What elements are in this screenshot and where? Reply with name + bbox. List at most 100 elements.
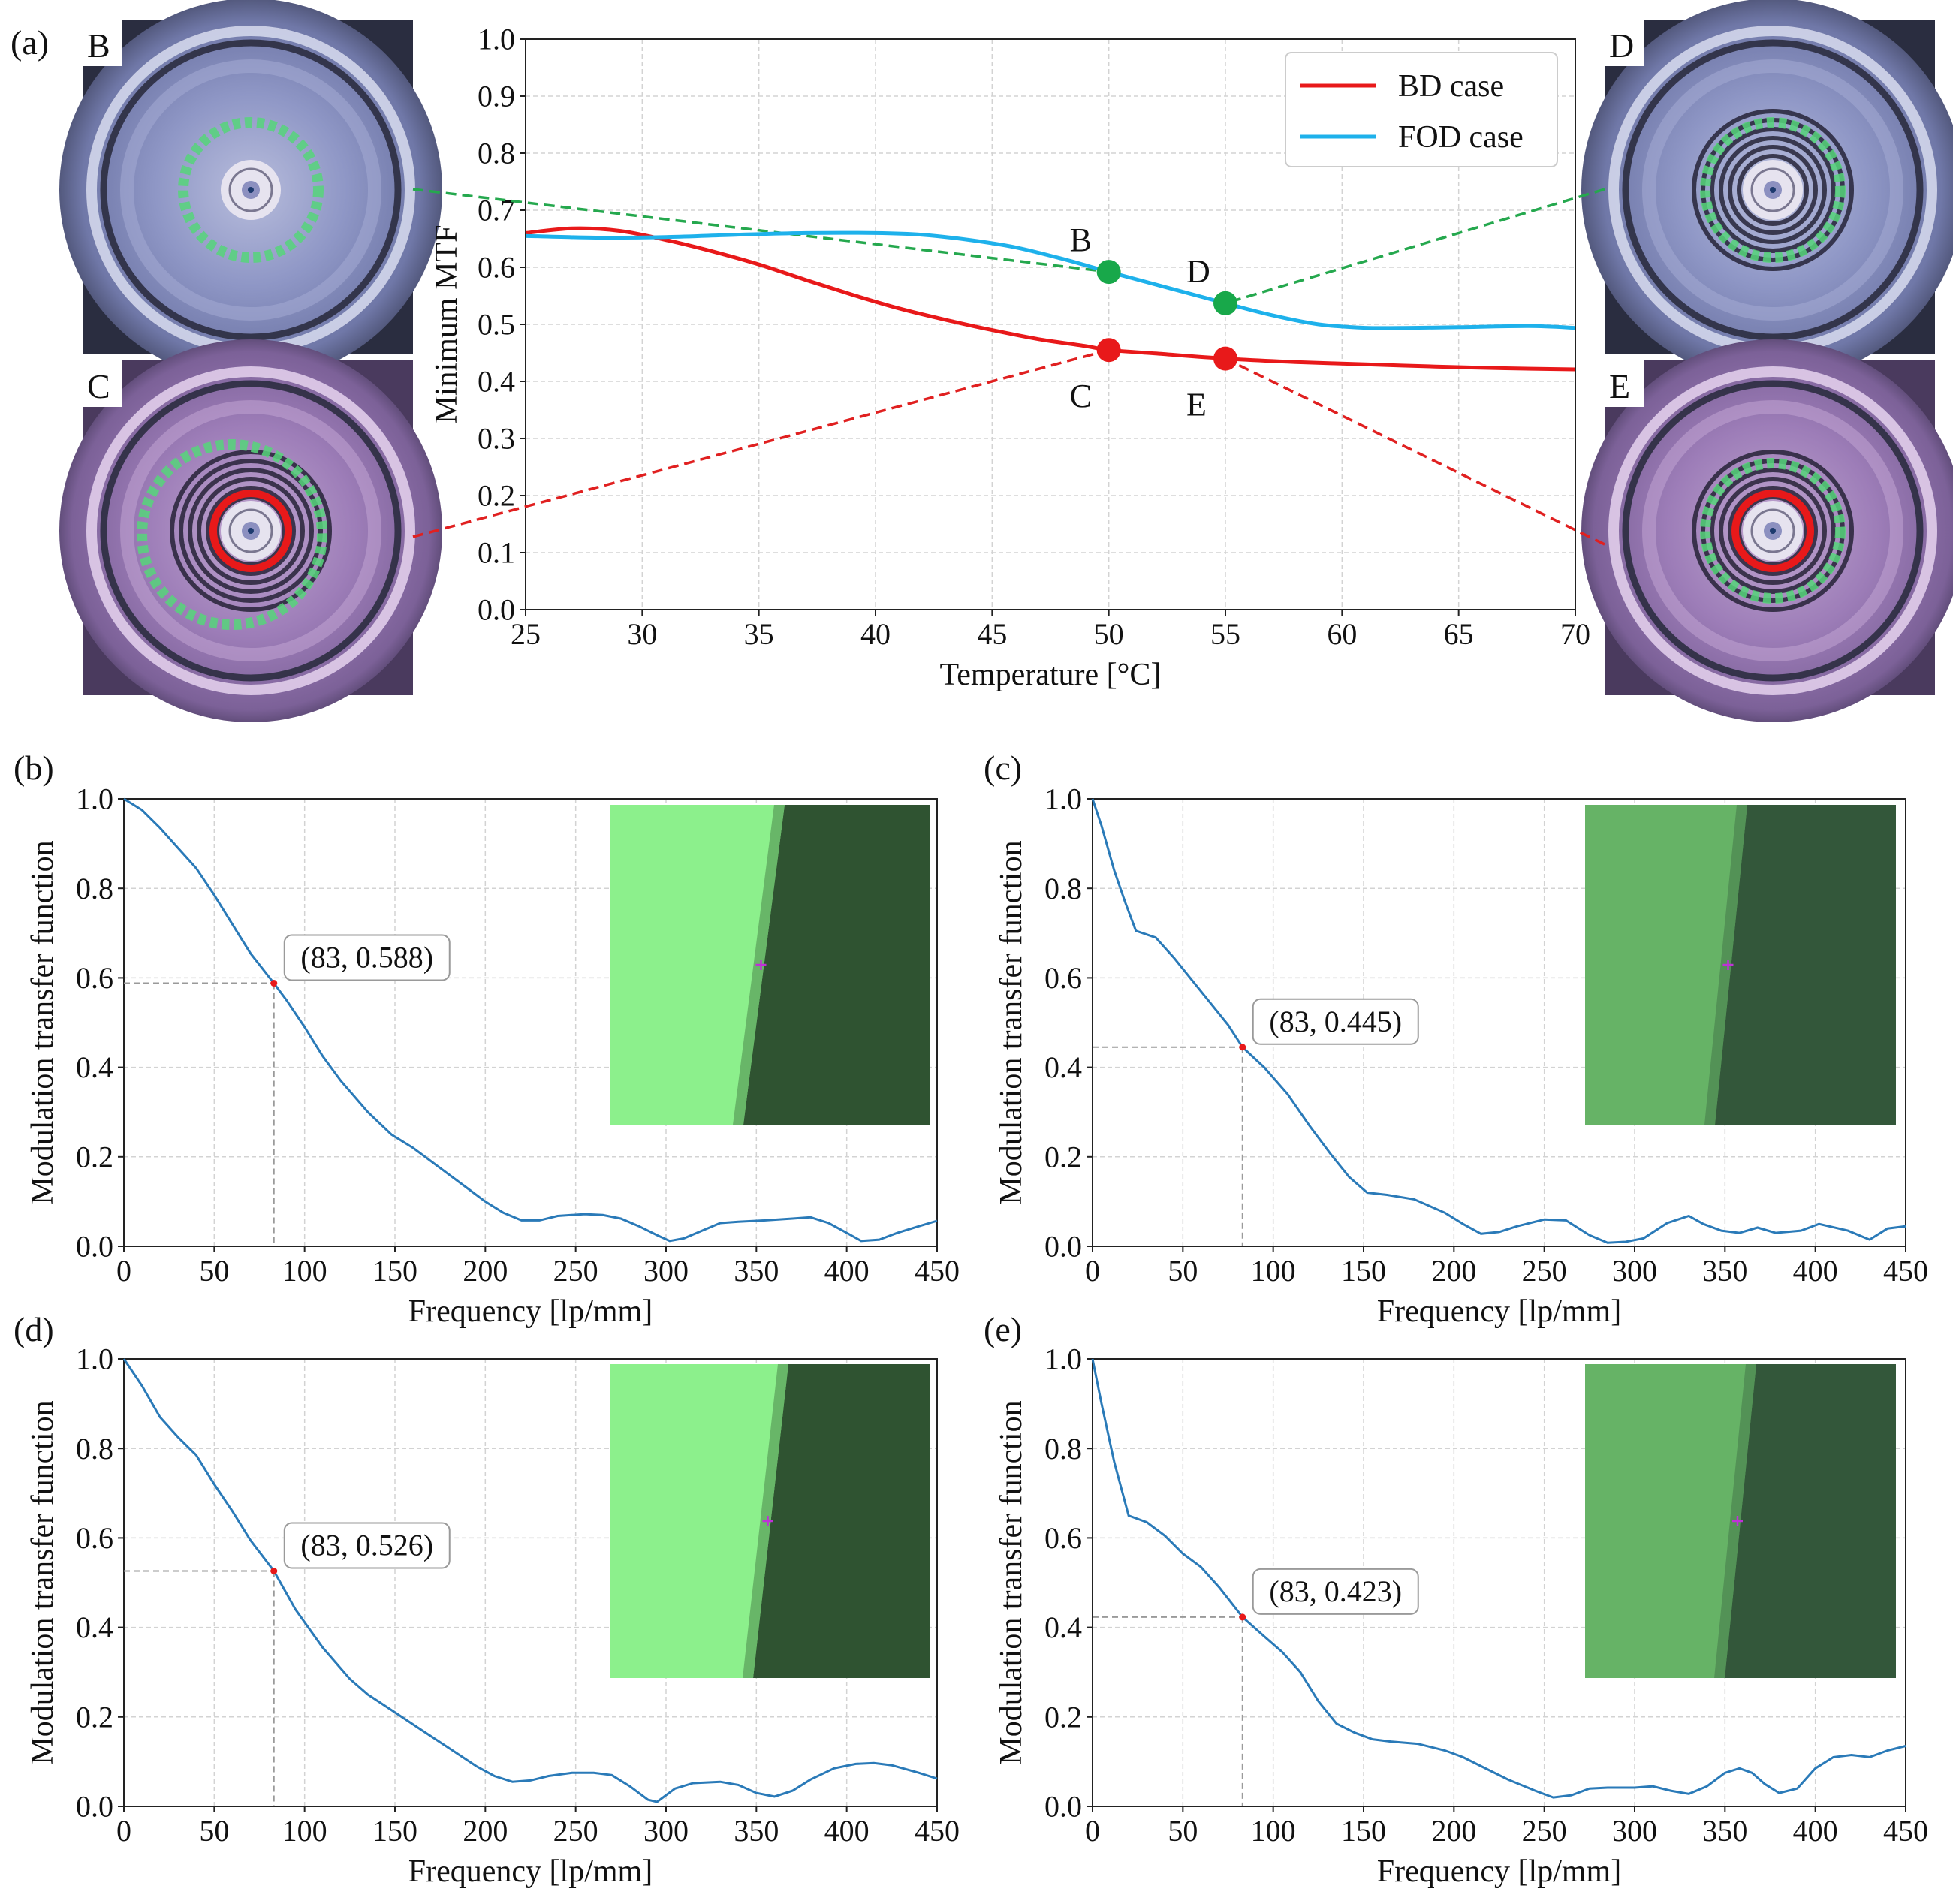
x-tick-label: 150	[1341, 1814, 1386, 1848]
x-tick-label: 0	[1085, 1254, 1100, 1288]
photo-dark-ring	[188, 468, 314, 594]
y-tick-label: 0.8	[1044, 872, 1082, 905]
y-axis-label: Modulation transfer function	[994, 1400, 1029, 1764]
panel-label-b: (b)	[14, 749, 54, 787]
x-tick-label: 450	[915, 1814, 960, 1848]
y-tick-label: 1.0	[1044, 782, 1082, 816]
legend-label: BD case	[1398, 69, 1504, 104]
chart-a: 25 30 35 40 45 50 55 60 65 70 0.0 0.1 0.2 0.3 0.4 0.5 0.…	[412, 23, 1605, 692]
y-tick-label: 0.2	[1044, 1140, 1082, 1173]
x-tick-label: 400	[824, 1814, 870, 1848]
photo-red-ring	[1731, 490, 1814, 572]
inset-crosshair	[1722, 960, 1734, 970]
mtf-curve	[123, 797, 938, 1243]
annotation-point	[270, 980, 278, 987]
y-tick-label: 0.8	[1044, 1432, 1082, 1466]
chart-b: 0 50 100 150 200 250 300 350 400 450 0.0 0.2 0.4 0.6 0…	[26, 782, 960, 1329]
photo-rim-dark	[1622, 39, 1924, 341]
y-tick-label: 0.8	[478, 137, 515, 170]
x-axis-label: Frequency [lp/mm]	[408, 1294, 653, 1329]
x-tick-label: 450	[915, 1254, 960, 1288]
x-tick-label: 400	[824, 1254, 870, 1288]
x-axis-label: Frequency [lp/mm]	[1377, 1294, 1621, 1329]
x-tick-label: 450	[1883, 1814, 1928, 1848]
y-tick-label: 0.6	[76, 961, 113, 995]
connector-E	[1225, 357, 1605, 546]
annotation-label: (83, 0.526)	[300, 1529, 433, 1562]
x-tick-label: 200	[1431, 1254, 1476, 1288]
photo-label: B	[87, 26, 110, 65]
y-tick-label: 0.4	[76, 1050, 113, 1084]
panel-label-d: (d)	[14, 1310, 54, 1348]
x-tick-label: 100	[282, 1814, 327, 1848]
x-tick-label: 400	[1793, 1254, 1838, 1288]
x-tick-label: 70	[1560, 617, 1590, 651]
y-tick-label: 0.8	[76, 872, 113, 905]
x-tick-label: 200	[463, 1814, 508, 1848]
annotation-label: (83, 0.423)	[1269, 1574, 1402, 1608]
annotation-label: (83, 0.588)	[300, 941, 433, 975]
marker-D	[1213, 291, 1237, 315]
x-tick-label: 65	[1444, 617, 1474, 651]
photo-rim-dark	[1622, 380, 1924, 682]
x-tick-label: 250	[553, 1814, 598, 1848]
photo-center-ring	[1750, 508, 1795, 553]
y-tick-label: 0.2	[1044, 1700, 1082, 1734]
legend: BD case FOD case	[1285, 52, 1558, 167]
x-tick-label: 35	[744, 617, 774, 651]
x-tick-label: 200	[1431, 1814, 1476, 1848]
y-axis-label: Minimum MTF	[429, 225, 464, 424]
plot-frame	[123, 1358, 938, 1807]
photo-dark-ring	[1737, 154, 1809, 226]
y-tick-label: 0.4	[478, 365, 515, 399]
y-axis-label: Modulation transfer function	[994, 840, 1029, 1204]
panel-c: (c) 0 50 100 150 200 250 300 350 400 450 0.0 0.2 0.4…	[984, 749, 1928, 1329]
x-axis-label: Frequency [lp/mm]	[1377, 1854, 1621, 1889]
photo-center-core	[248, 528, 254, 534]
photo-label-bg	[83, 20, 122, 66]
mtf-curve	[1091, 1358, 1906, 1799]
photo-dark-ring	[1728, 486, 1818, 576]
photo-dark-ring	[1719, 477, 1827, 585]
x-tick-label: 250	[1522, 1254, 1567, 1288]
photo-label: C	[87, 367, 110, 405]
y-tick-label: 1.0	[76, 1342, 113, 1376]
y-tick-label: 0.2	[76, 1140, 113, 1173]
panel-d: (d) 0 50 100 150 200 250 300 350 400 450 0.0 0.2 0.4…	[14, 1310, 960, 1889]
y-axis-label: Modulation transfer function	[26, 1400, 60, 1764]
x-tick-label: 350	[734, 1254, 779, 1288]
photo-label: E	[1609, 367, 1630, 405]
photo-dark-ring	[179, 459, 323, 603]
x-tick-label: 300	[1612, 1254, 1657, 1288]
photo-ring-soft	[1642, 59, 1903, 321]
y-tick-label: 0.4	[1044, 1610, 1082, 1644]
panel-label-e: (e)	[984, 1310, 1022, 1348]
annotation-point	[270, 1568, 278, 1575]
x-tick-label: 350	[1702, 1814, 1747, 1848]
photo-ring-soft	[120, 59, 381, 321]
photo-dark-ring	[197, 477, 305, 585]
y-tick-label: 0.6	[76, 1521, 113, 1555]
inset-edge-image	[610, 1364, 930, 1678]
photo-center-core	[1770, 528, 1776, 534]
photo-center-core	[248, 187, 254, 193]
x-tick-label: 400	[1793, 1814, 1838, 1848]
y-tick-label: 0.6	[1044, 1521, 1082, 1555]
x-tick-label: 300	[643, 1254, 689, 1288]
y-tick-label: 1.0	[478, 23, 515, 56]
x-tick-label: 300	[643, 1814, 689, 1848]
inset-crosshair	[762, 1516, 773, 1526]
x-axis-label: Frequency [lp/mm]	[408, 1854, 653, 1889]
y-axis-label: Modulation transfer function	[26, 840, 60, 1204]
x-axis-label: Temperature [°C]	[940, 658, 1162, 692]
series-line-bd-case	[525, 226, 1576, 372]
photo-red-ring	[209, 490, 292, 572]
connector-B	[412, 188, 1109, 273]
photo-label-bg	[83, 360, 122, 407]
inset-edge-image	[610, 805, 930, 1125]
panel-e: (e) 0 50 100 150 200 250 300 350 400 450 0.0 0.2 0.4…	[984, 1310, 1928, 1889]
x-tick-label: 250	[553, 1254, 598, 1288]
x-tick-label: 50	[199, 1814, 229, 1848]
panel-label-c: (c)	[984, 749, 1022, 787]
photo-rim-dark	[100, 39, 402, 341]
